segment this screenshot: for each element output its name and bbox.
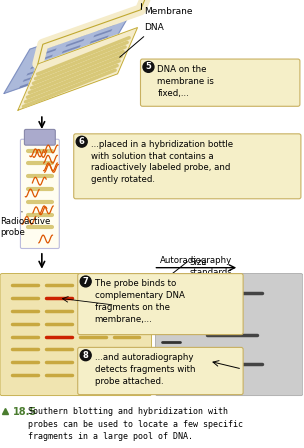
Polygon shape bbox=[93, 29, 112, 37]
FancyBboxPatch shape bbox=[78, 347, 243, 395]
Polygon shape bbox=[86, 42, 105, 50]
Polygon shape bbox=[37, 48, 57, 57]
Text: Autoradiography: Autoradiography bbox=[160, 256, 233, 265]
FancyBboxPatch shape bbox=[0, 274, 151, 396]
Circle shape bbox=[80, 350, 91, 361]
Polygon shape bbox=[65, 39, 85, 47]
Text: Membrane: Membrane bbox=[141, 3, 193, 16]
FancyBboxPatch shape bbox=[155, 274, 303, 396]
FancyBboxPatch shape bbox=[20, 139, 59, 249]
Polygon shape bbox=[47, 70, 66, 79]
Polygon shape bbox=[54, 58, 74, 66]
FancyBboxPatch shape bbox=[24, 129, 55, 145]
Text: The probe binds to
complementary DNA
fragments on the
membrane,...: The probe binds to complementary DNA fra… bbox=[95, 280, 185, 324]
Text: 8: 8 bbox=[83, 351, 88, 360]
Circle shape bbox=[143, 61, 154, 72]
Polygon shape bbox=[75, 60, 94, 69]
Polygon shape bbox=[78, 54, 98, 63]
Circle shape bbox=[76, 136, 87, 147]
Text: ...placed in a hybridization bottle
with solution that contains a
radioactively : ...placed in a hybridization bottle with… bbox=[91, 140, 233, 184]
Polygon shape bbox=[82, 48, 101, 56]
Polygon shape bbox=[30, 61, 49, 69]
Text: 5: 5 bbox=[146, 62, 151, 71]
Polygon shape bbox=[90, 35, 109, 44]
Polygon shape bbox=[26, 67, 46, 76]
Polygon shape bbox=[34, 55, 53, 63]
Text: Radioactive
probe: Radioactive probe bbox=[0, 211, 50, 237]
Text: DNA: DNA bbox=[120, 23, 164, 57]
FancyBboxPatch shape bbox=[140, 59, 300, 106]
Polygon shape bbox=[58, 51, 77, 60]
Circle shape bbox=[80, 276, 91, 287]
Text: 18.5: 18.5 bbox=[13, 407, 37, 418]
Polygon shape bbox=[97, 23, 116, 31]
Polygon shape bbox=[41, 42, 60, 50]
FancyBboxPatch shape bbox=[78, 274, 243, 335]
Polygon shape bbox=[50, 64, 70, 73]
Text: Size
standards: Size standards bbox=[189, 258, 232, 277]
Polygon shape bbox=[62, 45, 81, 53]
Text: 7: 7 bbox=[83, 277, 88, 286]
Text: 6: 6 bbox=[79, 137, 85, 146]
Polygon shape bbox=[18, 28, 137, 110]
Polygon shape bbox=[69, 32, 88, 41]
Text: DNA on the
membrane is
fixed,...: DNA on the membrane is fixed,... bbox=[157, 65, 214, 98]
Text: Southern blotting and hybridization with
probes can be used to locate a few spec: Southern blotting and hybridization with… bbox=[28, 407, 243, 441]
Text: ...and autoradiography
detects fragments with
probe attached.: ...and autoradiography detects fragments… bbox=[95, 353, 195, 386]
Polygon shape bbox=[19, 80, 38, 88]
FancyBboxPatch shape bbox=[74, 134, 301, 199]
Polygon shape bbox=[22, 73, 42, 82]
Polygon shape bbox=[4, 15, 130, 94]
